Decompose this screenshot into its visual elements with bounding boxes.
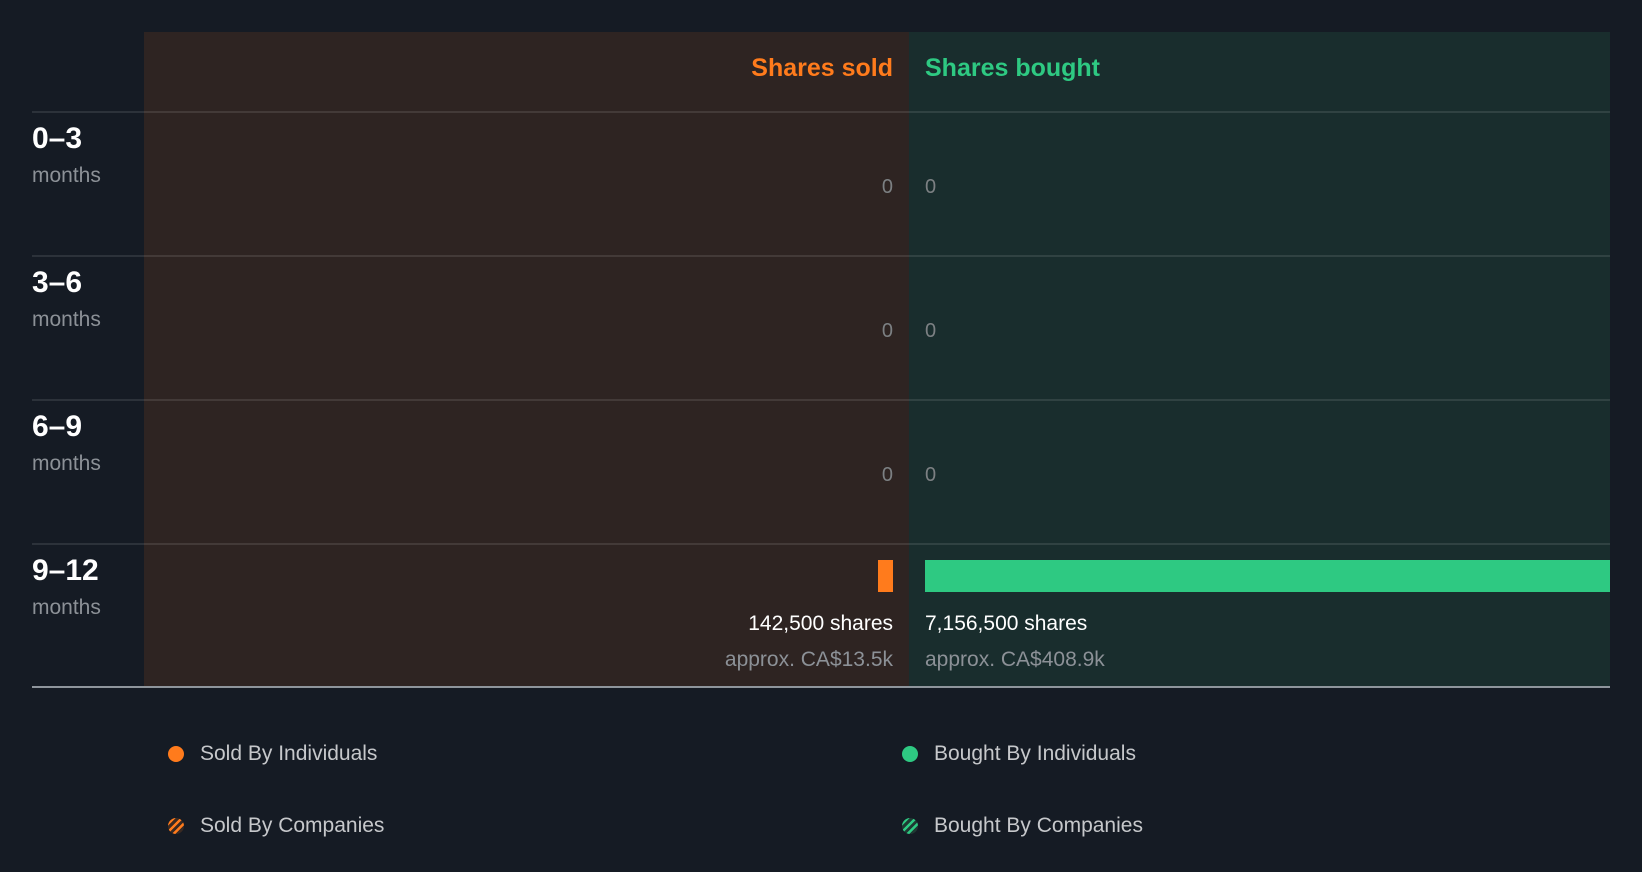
legend-label: Sold By Companies bbox=[200, 814, 385, 837]
period-label: 6–9 months bbox=[32, 410, 101, 476]
legend-bought-individuals: Bought By Individuals bbox=[902, 742, 1136, 766]
green-striped-dot-icon bbox=[902, 818, 918, 834]
period-unit: months bbox=[32, 596, 101, 619]
orange-dot-icon bbox=[168, 746, 184, 762]
period-row-3-6: 3–6 months 0 0 bbox=[0, 256, 1642, 400]
bought-value: 0 bbox=[925, 176, 937, 198]
legend-sold-individuals: Sold By Individuals bbox=[168, 742, 377, 766]
period-row-9-12: 9–12 months 142,500 shares approx. CA$13… bbox=[0, 544, 1642, 688]
sold-value: 0 bbox=[881, 464, 893, 486]
sold-value: 0 bbox=[881, 176, 893, 198]
period-row-0-3: 0–3 months 0 0 bbox=[0, 112, 1642, 256]
bottom-axis bbox=[32, 686, 1610, 688]
period-range: 0–3 bbox=[32, 122, 83, 155]
bought-value: 0 bbox=[925, 320, 937, 342]
orange-striped-dot-icon bbox=[168, 818, 184, 834]
period-label: 0–3 months bbox=[32, 122, 101, 188]
sold-value: 0 bbox=[881, 320, 893, 342]
row-divider bbox=[32, 543, 1610, 545]
legend-label: Bought By Individuals bbox=[934, 742, 1136, 765]
period-unit: months bbox=[32, 308, 101, 331]
shares-sold-header: Shares sold bbox=[751, 54, 893, 82]
green-dot-icon bbox=[902, 746, 918, 762]
bought-approx-value: approx. CA$408.9k bbox=[925, 648, 1105, 671]
sold-shares: 142,500 shares bbox=[748, 612, 893, 635]
sold-values: 142,500 shares approx. CA$13.5k bbox=[725, 606, 893, 678]
period-label: 9–12 months bbox=[32, 554, 101, 620]
row-divider bbox=[32, 255, 1610, 257]
shares-bought-header: Shares bought bbox=[925, 54, 1101, 82]
legend-sold-companies: Sold By Companies bbox=[168, 814, 384, 838]
row-divider bbox=[32, 111, 1610, 113]
legend-label: Bought By Companies bbox=[934, 814, 1143, 837]
shares-sold-panel bbox=[144, 32, 909, 687]
period-range: 3–6 bbox=[32, 266, 83, 299]
sold-bar[interactable] bbox=[878, 560, 893, 592]
period-row-6-9: 6–9 months 0 0 bbox=[0, 400, 1642, 544]
row-divider bbox=[32, 399, 1610, 401]
period-label: 3–6 months bbox=[32, 266, 101, 332]
period-unit: months bbox=[32, 164, 101, 187]
period-unit: months bbox=[32, 452, 101, 475]
bought-value: 0 bbox=[925, 464, 937, 486]
period-range: 6–9 bbox=[32, 410, 83, 443]
legend-label: Sold By Individuals bbox=[200, 742, 378, 765]
bought-bar[interactable] bbox=[925, 560, 1610, 592]
legend-bought-companies: Bought By Companies bbox=[902, 814, 1143, 838]
bought-shares: 7,156,500 shares bbox=[925, 612, 1088, 635]
bought-values: 7,156,500 shares approx. CA$408.9k bbox=[925, 606, 1105, 678]
period-range: 9–12 bbox=[32, 554, 99, 587]
sold-approx-value: approx. CA$13.5k bbox=[724, 648, 893, 671]
